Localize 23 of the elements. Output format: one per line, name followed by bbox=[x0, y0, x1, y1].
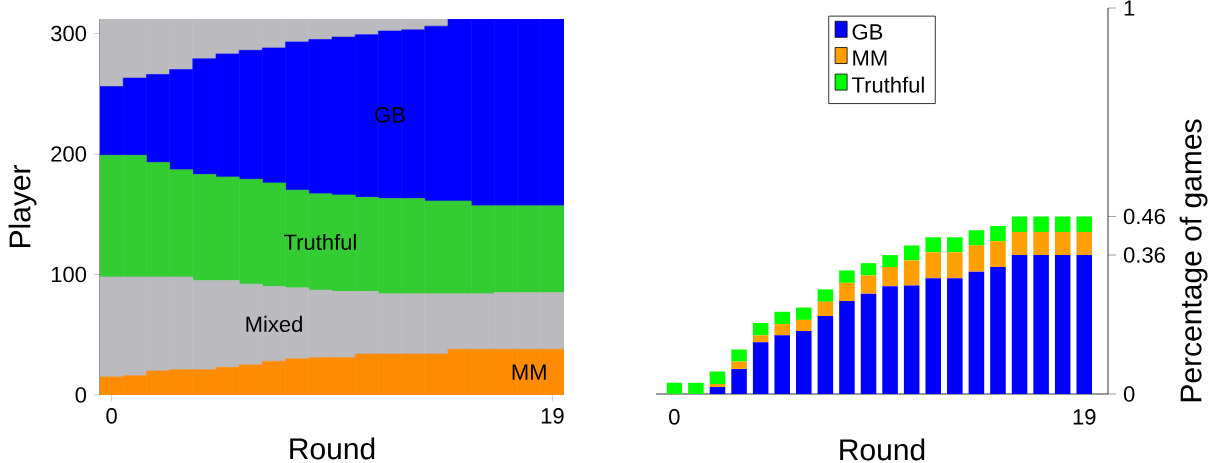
series-label: MM bbox=[512, 364, 546, 380]
series-label: Mixed bbox=[246, 315, 302, 332]
y-tick-label: 0.46 bbox=[1123, 208, 1165, 225]
y-tick-label: 0.36 bbox=[1123, 247, 1165, 263]
y-axis-title: Player bbox=[8, 165, 37, 248]
series-label: Truthful bbox=[284, 233, 356, 251]
y-tick-label: 0 bbox=[75, 387, 87, 403]
x-axis-title: Round bbox=[840, 438, 925, 461]
x-tick-label: 0 bbox=[106, 408, 117, 424]
legend-label: MM bbox=[853, 50, 887, 66]
series-label: GB bbox=[375, 107, 405, 123]
x-tick-label: 0 bbox=[669, 409, 680, 425]
y-tick-label: 200 bbox=[51, 146, 87, 162]
y-tick-label: 100 bbox=[51, 266, 87, 283]
legend-label: Truthful bbox=[852, 76, 924, 93]
x-tick-label: 19 bbox=[541, 408, 564, 424]
y-axis-title: Percentage of games bbox=[1179, 119, 1208, 402]
x-axis-title: Round bbox=[290, 437, 375, 460]
y-tick-label: 0 bbox=[1123, 386, 1135, 402]
y-tick-label: 1 bbox=[1124, 0, 1135, 16]
y-tick-label: 300 bbox=[51, 25, 87, 42]
legend-label: GB bbox=[852, 24, 883, 40]
x-tick-label: 19 bbox=[1073, 409, 1096, 425]
